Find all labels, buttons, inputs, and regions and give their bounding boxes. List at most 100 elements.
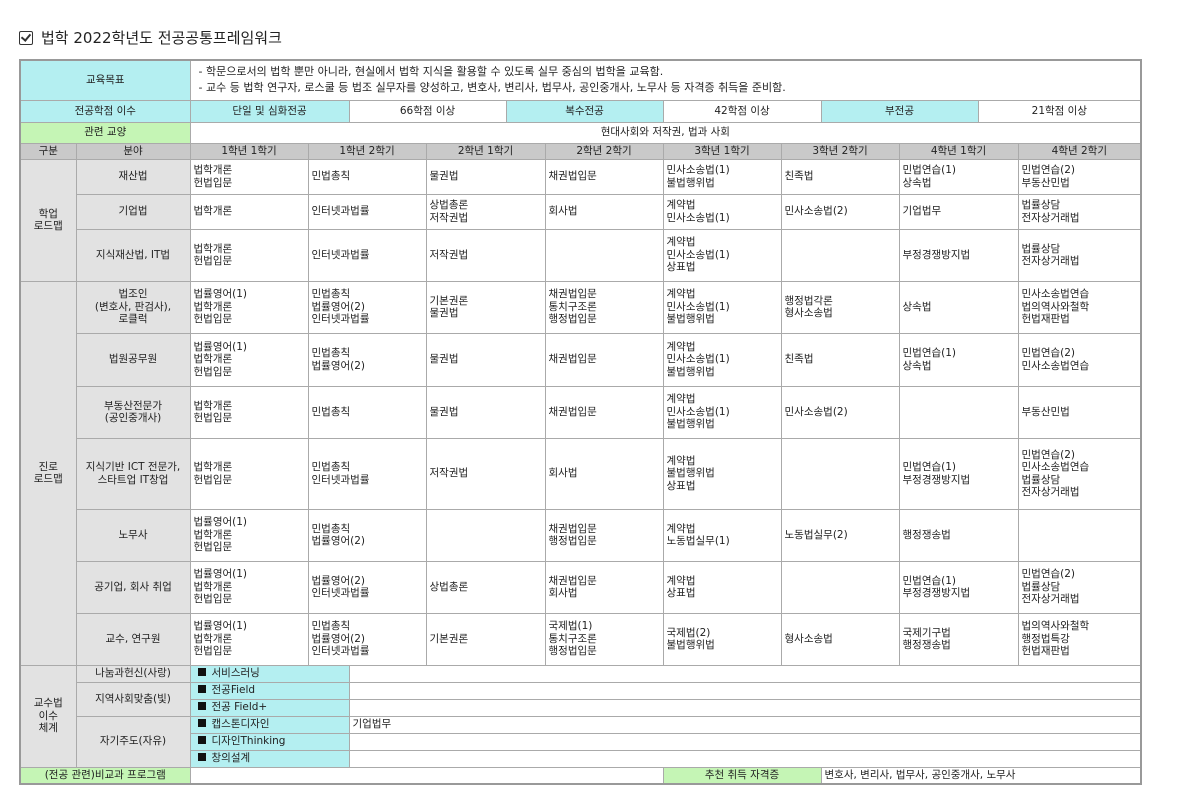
- course-cell: 민법연습(1) 상속법: [898, 332, 1019, 387]
- course-cell: 계약법 민사소송법(1) 불법행위법: [662, 280, 782, 334]
- course-cell: 민법총칙 법률영어(2) 인터넷과법률: [307, 280, 427, 334]
- group-label: 학업 로드맵: [19, 158, 77, 282]
- course-cell: 민법총칙 법률영어(2): [307, 332, 427, 387]
- course-cell: 상법총론 저작권법: [425, 193, 546, 230]
- extracurricular-value: [189, 766, 664, 785]
- roadmap-row: 법원공무원 법률영어(1) 법학개론 헌법입문 민법총칙 법률영어(2) 물권법 채권법입문 계…: [20, 332, 1142, 387]
- course-cell: 계약법 상표법: [662, 560, 782, 614]
- course-cell: 부동산민법: [1017, 385, 1142, 439]
- teaching-value: [348, 749, 1142, 768]
- credits-label: 전공학점 이수: [19, 99, 191, 123]
- field-label: 노무사: [75, 508, 191, 562]
- course-cell: 법률영어(1) 법학개론 헌법입문: [189, 280, 309, 334]
- teaching-value: [348, 698, 1142, 717]
- course-cell: [425, 508, 546, 562]
- credit-value: 66학점 이상: [348, 99, 507, 123]
- course-cell: 민법총칙 인터넷과법률: [307, 437, 427, 510]
- teaching-program: 창의설계: [189, 749, 350, 768]
- course-cell: 국제기구법 행정쟁송법: [898, 612, 1019, 666]
- extracurricular-label: (전공 관련)비교과 프로그램: [19, 766, 191, 785]
- roadmap-row: 공기업, 회사 취업 법률영어(1) 법학개론 헌법입문 법률영어(2) 인터넷과법률 상법…: [20, 560, 1142, 614]
- header-semester: 2학년 1학기: [425, 142, 546, 160]
- teaching-row: 창의설계: [20, 749, 1142, 768]
- credit-type: 부전공: [820, 99, 979, 123]
- course-cell: 민법총칙: [307, 385, 427, 439]
- course-cell: 민사소송법(2): [780, 385, 900, 439]
- course-cell: 민법연습(1) 부정경쟁방지법: [898, 560, 1019, 614]
- course-cell: 물권법: [425, 332, 546, 387]
- course-cell: [780, 437, 900, 510]
- course-cell: 친족법: [780, 158, 900, 195]
- course-cell: 채권법입문 회사법: [544, 560, 664, 614]
- course-cell: 부정경쟁방지법: [898, 228, 1019, 282]
- header-semester: 4학년 2학기: [1017, 142, 1142, 160]
- course-cell: 인터넷과법률: [307, 193, 427, 230]
- checkbox-icon: [19, 30, 33, 45]
- course-cell: 채권법입문: [544, 332, 664, 387]
- teaching-value: [348, 681, 1142, 700]
- framework-table: 교육목표 - 학문으로서의 법학 뿐만 아니라, 현실에서 법학 지식을 활용할 …: [19, 59, 1143, 785]
- certificate-label: 추천 취득 자격증: [662, 766, 822, 785]
- course-cell: 채권법입문 통치구조론 행정법입문: [544, 280, 664, 334]
- teaching-value: 기업법무: [348, 715, 1142, 734]
- field-label: 법원공무원: [75, 332, 191, 387]
- header-semester: 1학년 2학기: [307, 142, 427, 160]
- roadmap-row: 진로 로드맵 법조인 (변호사, 판검사), 로클럭 법률영어(1) 법학개론 헌법입문 민법총…: [19, 280, 1142, 666]
- field-label: 재산법: [75, 158, 191, 195]
- header-category: 구분: [19, 142, 77, 160]
- course-cell: 민법연습(2) 민사소송법연습 법률상담 전자상거래법: [1017, 437, 1142, 510]
- course-cell: 저작권법: [425, 228, 546, 282]
- footer-row: (전공 관련)비교과 프로그램 추천 취득 자격증 변호사, 변리사, 법무사, 공…: [19, 766, 1142, 785]
- square-bullet-icon: [197, 702, 206, 711]
- course-cell: 법률영어(1) 법학개론 헌법입문: [189, 508, 309, 562]
- program-name: 창의설계: [211, 752, 251, 765]
- course-cell: 민법연습(2) 법률상담 전자상거래법: [1017, 560, 1142, 614]
- goal-row: 교육목표 - 학문으로서의 법학 뿐만 아니라, 현실에서 법학 지식을 활용할 …: [19, 59, 1142, 101]
- header-semester: 4학년 1학기: [898, 142, 1019, 160]
- course-cell: 채권법입문: [544, 158, 664, 195]
- course-cell: 회사법: [544, 437, 664, 510]
- field-label: 부동산전문가 (공인중개사): [75, 385, 191, 439]
- liberal-row: 관련 교양 현대사회와 저작권, 법과 사회: [19, 121, 1142, 144]
- course-cell: 민법연습(2) 민사소송법연습: [1017, 332, 1142, 387]
- credits-row: 전공학점 이수 단일 및 심화전공 66학점 이상 복수전공 42학점 이상 부전공 21학…: [19, 99, 1142, 123]
- goal-text: - 학문으로서의 법학 뿐만 아니라, 현실에서 법학 지식을 활용할 수 있도…: [189, 59, 1142, 101]
- course-cell: 기업법무: [898, 193, 1019, 230]
- roadmap-row: 노무사 법률영어(1) 법학개론 헌법입문 민법총칙 법률영어(2) 채권법입문 행정법입문 계…: [20, 508, 1142, 562]
- course-cell: 회사법: [544, 193, 664, 230]
- program-name: 디자인Thinking: [211, 735, 286, 748]
- course-cell: 민법총칙 법률영어(2): [307, 508, 427, 562]
- course-cell: 행정법각론 형사소송법: [780, 280, 900, 334]
- teaching-program: 서비스러닝: [189, 664, 350, 683]
- course-cell: 인터넷과법률: [307, 228, 427, 282]
- field-label: 법조인 (변호사, 판검사), 로클럭: [75, 280, 191, 334]
- goal-line: - 교수 등 법학 연구자, 로스쿨 등 법조 실무자를 양성하고, 변호사, …: [198, 81, 786, 95]
- liberal-value: 현대사회와 저작권, 법과 사회: [189, 121, 1142, 144]
- teaching-label: 교수법 이수 체계: [19, 664, 77, 768]
- teaching-field: 지역사회맞춤(빛): [75, 681, 191, 717]
- course-cell: 계약법 불법행위법 상표법: [662, 437, 782, 510]
- teaching-field: 자기주도(자유): [75, 715, 191, 768]
- field-label: 교수, 연구원: [75, 612, 191, 666]
- course-cell: 기본권론: [425, 612, 546, 666]
- header-semester: 2학년 2학기: [544, 142, 664, 160]
- group-label: 진로 로드맵: [19, 280, 77, 666]
- course-cell: 상속법: [898, 280, 1019, 334]
- course-cell: 국제법(1) 통치구조론 행정법입문: [544, 612, 664, 666]
- course-cell: 법학개론 헌법입문: [189, 385, 309, 439]
- program-name: 전공Field: [211, 684, 256, 697]
- square-bullet-icon: [197, 668, 206, 677]
- certificate-value: 변호사, 변리사, 법무사, 공인중개사, 노무사: [820, 766, 1142, 785]
- roadmap-row: 기업법 법학개론 인터넷과법률 상법총론 저작권법 회사법 계약법 민사소송법(1) 민사소송법…: [20, 193, 1142, 230]
- program-name: 전공 Field+: [211, 701, 268, 714]
- course-cell: [780, 560, 900, 614]
- credit-value: 21학점 이상: [977, 99, 1142, 123]
- square-bullet-icon: [197, 685, 206, 694]
- credit-value: 42학점 이상: [662, 99, 822, 123]
- credit-type: 단일 및 심화전공: [189, 99, 350, 123]
- course-cell: 법률상담 전자상거래법: [1017, 228, 1142, 282]
- teaching-row: 지역사회맞춤(빛) 전공Field: [20, 681, 1142, 717]
- course-cell: 친족법: [780, 332, 900, 387]
- field-label: 지식기반 ICT 전문가, 스타트업 IT창업: [75, 437, 191, 510]
- course-cell: 물권법: [425, 158, 546, 195]
